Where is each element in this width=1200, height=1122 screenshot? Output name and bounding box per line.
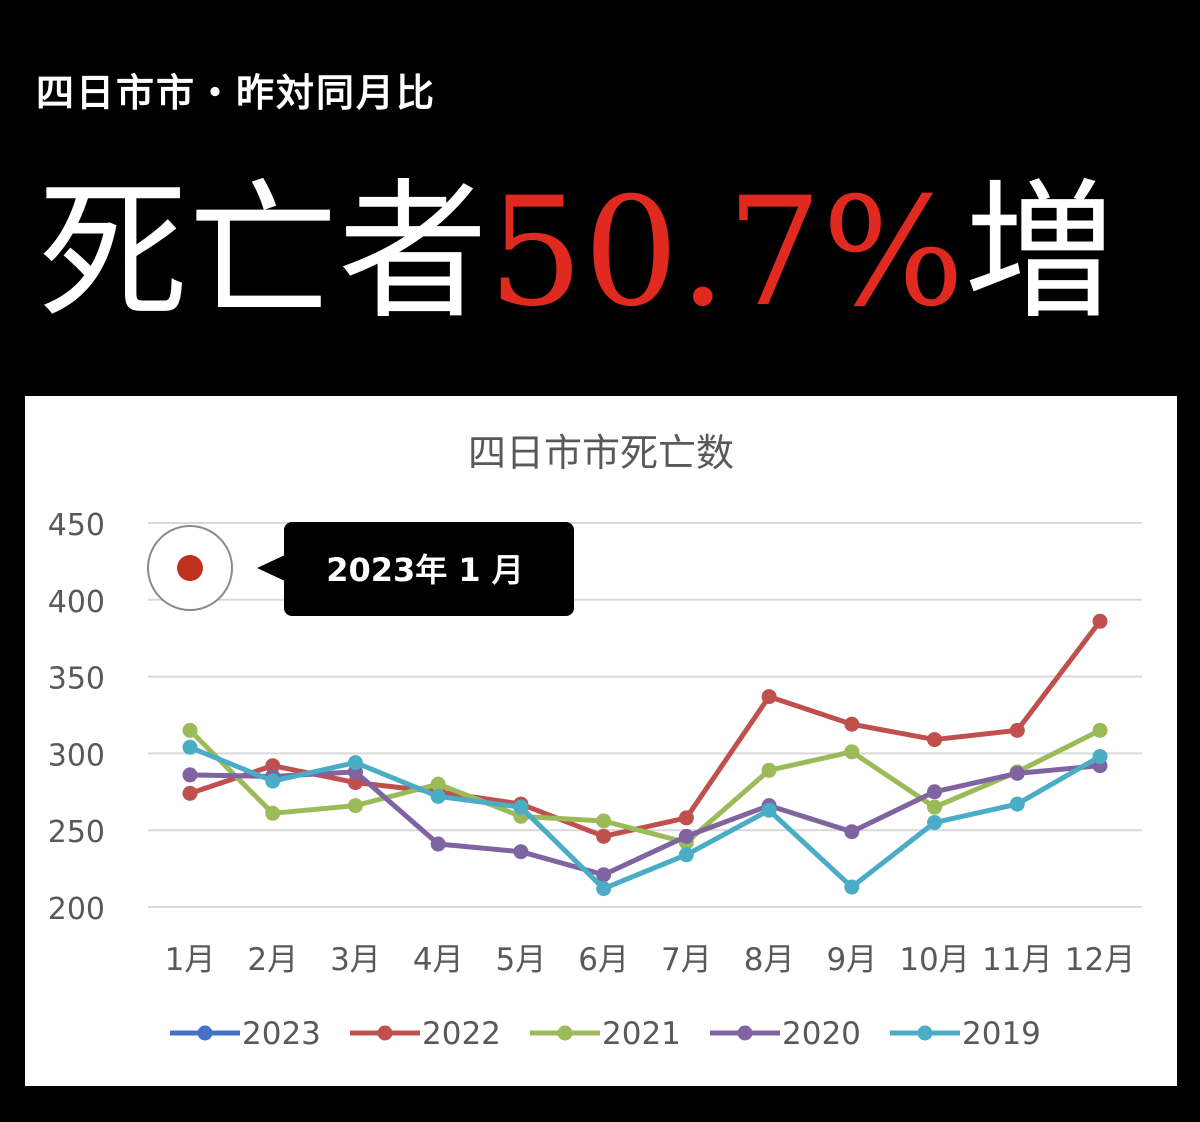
- data-point-2019: [844, 879, 860, 895]
- x-axis-ticks: 1月 2月 3月 4月 5月 6月 7月 8月 9月 10月 11月 12月: [165, 942, 1136, 978]
- x-tick-label: 10月: [899, 942, 969, 978]
- x-tick-label: 11月: [982, 942, 1052, 978]
- callout-box: [284, 522, 574, 616]
- data-point-2020: [182, 767, 198, 783]
- x-tick-label: 6月: [578, 942, 629, 978]
- x-tick-label: 3月: [330, 942, 381, 978]
- series-line-2020: [187, 763, 1103, 878]
- page-subtitle: 四日市市・昨対同月比: [36, 70, 437, 115]
- data-point-2019: [1092, 748, 1108, 764]
- x-tick-label: 7月: [661, 942, 712, 978]
- headline-prefix: 死亡者: [38, 166, 489, 340]
- data-point-2019: [513, 799, 529, 815]
- headline-percent: 50.7%: [488, 166, 965, 340]
- line-chart: 四日市市死亡数 200 250 300 350 400 450 1月 2月 3月 4月 5月 6月 7…: [48, 431, 1142, 1052]
- data-point-2022: [182, 785, 198, 801]
- data-point-2019: [265, 773, 281, 789]
- data-point-2022: [761, 689, 777, 705]
- x-tick-label: 1月: [165, 942, 216, 978]
- data-point-2020: [596, 867, 612, 883]
- chart-title: 四日市市死亡数: [468, 431, 734, 475]
- callout-pointer: [257, 554, 287, 582]
- legend-label: 2023: [242, 1016, 321, 1052]
- data-point-2021: [347, 798, 363, 814]
- legend-swatch-marker: [557, 1025, 573, 1041]
- data-point-2021: [927, 799, 943, 815]
- legend-label: 2021: [602, 1016, 681, 1052]
- legend: 2023 2022 2021 2020 2019: [170, 1016, 1041, 1052]
- data-point-2021: [182, 722, 198, 738]
- data-point-2019: [927, 815, 943, 831]
- series-line-2019: [187, 744, 1103, 892]
- data-point-2019: [430, 788, 446, 804]
- y-tick-label: 350: [48, 662, 105, 697]
- data-point-2020: [927, 784, 943, 800]
- legend-swatch-marker: [197, 1025, 213, 1041]
- data-point-2020: [844, 824, 860, 840]
- data-point-2020: [678, 828, 694, 844]
- x-tick-label: 2月: [247, 942, 298, 978]
- callout-label: 2023年 1 月: [326, 551, 524, 589]
- data-point-2021: [265, 805, 281, 821]
- series-line-2021: [187, 727, 1103, 845]
- legend-swatch-marker: [377, 1025, 393, 1041]
- legend-swatch-marker: [917, 1025, 933, 1041]
- series-line-2022: [187, 618, 1103, 839]
- chart-panel: 四日市市死亡数 200 250 300 350 400 450 1月 2月 3月 4月 5月 6月 7…: [25, 396, 1177, 1086]
- data-point-2022: [347, 775, 363, 791]
- y-tick-label: 450: [48, 508, 105, 543]
- data-point-2019: [1009, 796, 1025, 812]
- data-point-2022: [1009, 722, 1025, 738]
- legend-label: 2022: [422, 1016, 501, 1052]
- data-point-2022: [1092, 613, 1108, 629]
- data-point-2022: [265, 758, 281, 774]
- data-point-2019: [761, 802, 777, 818]
- series-lines: [182, 613, 1108, 897]
- y-tick-label: 250: [48, 815, 105, 850]
- x-tick-label: 9月: [826, 942, 877, 978]
- data-point-2020: [513, 844, 529, 860]
- data-point-2021: [1092, 722, 1108, 738]
- data-point-2022: [927, 732, 943, 748]
- legend-label: 2020: [782, 1016, 861, 1052]
- callout: 2023年 1 月: [147, 522, 574, 616]
- x-tick-label: 5月: [496, 942, 547, 978]
- data-point-2019: [347, 755, 363, 771]
- headline: 死亡者50.7%増: [38, 168, 1115, 338]
- y-axis-ticks: 200 250 300 350 400 450: [48, 508, 105, 927]
- x-tick-label: 8月: [744, 942, 795, 978]
- data-point-2020: [430, 836, 446, 852]
- data-point-2020: [1009, 765, 1025, 781]
- data-point-2021: [844, 744, 860, 760]
- legend-swatch-marker: [737, 1025, 753, 1041]
- y-tick-label: 200: [48, 892, 105, 927]
- data-point-2019: [678, 847, 694, 863]
- data-point-2019: [182, 739, 198, 755]
- data-point-2022: [678, 810, 694, 826]
- y-tick-label: 400: [48, 585, 105, 620]
- data-point-2021: [761, 762, 777, 778]
- data-point-2019: [596, 881, 612, 897]
- legend-label: 2019: [962, 1016, 1041, 1052]
- data-point-2022: [596, 828, 612, 844]
- data-point-2021: [430, 776, 446, 792]
- x-tick-label: 12月: [1065, 942, 1135, 978]
- y-tick-label: 300: [48, 738, 105, 773]
- headline-suffix: 増: [964, 166, 1115, 340]
- x-tick-label: 4月: [413, 942, 464, 978]
- callout-marker-icon: [177, 555, 203, 581]
- data-point-2022: [844, 716, 860, 732]
- data-point-2021: [596, 813, 612, 829]
